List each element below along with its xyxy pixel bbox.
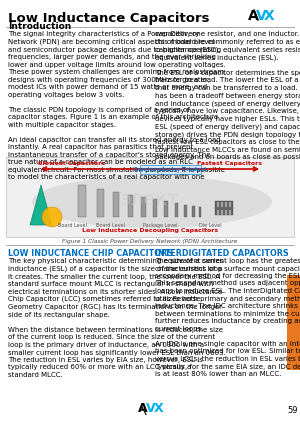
FancyBboxPatch shape [199,207,201,217]
FancyBboxPatch shape [175,203,178,217]
Text: Figure 1 Classic Power Delivery Network (PDN) Architecture: Figure 1 Classic Power Delivery Network … [62,239,238,244]
Text: V: V [146,402,156,415]
Text: LOW INDUCTANCE CHIP CAPACITORS: LOW INDUCTANCE CHIP CAPACITORS [8,249,173,258]
Polygon shape [30,185,52,225]
Text: The key physical characteristic determining equivalent series
inductance (ESL) o: The key physical characteristic determin… [8,258,226,378]
Bar [221,202,223,207]
Text: X: X [264,9,275,23]
Text: Board Level: Board Level [58,223,86,228]
Text: Fastest Capacitors: Fastest Capacitors [197,161,262,166]
Bar [229,202,231,207]
Text: Board Level: Board Level [96,223,124,228]
FancyBboxPatch shape [164,201,168,217]
Text: capacitor, one resistor, and one inductor. The RLC values in
this model are comm: capacitor, one resistor, and one inducto… [155,31,300,160]
Text: INTERDIGITATED CAPACITORS: INTERDIGITATED CAPACITORS [155,249,289,258]
Bar [287,275,300,370]
Text: Low Inductance Decoupling Capacitors: Low Inductance Decoupling Capacitors [82,228,218,233]
Text: 59: 59 [287,406,298,415]
Bar [221,210,223,215]
Text: The signal integrity characteristics of a Power Delivery
Network (PDN) are becom: The signal integrity characteristics of … [8,31,226,180]
Text: элект: элект [121,190,179,209]
Text: Semiconductor Product: Semiconductor Product [134,167,206,172]
Bar [225,210,227,215]
Bar [217,202,219,207]
Ellipse shape [32,176,272,228]
FancyBboxPatch shape [128,195,133,217]
Text: Low Inductance Capacitors: Low Inductance Capacitors [8,12,209,25]
Bar [225,202,227,207]
Text: Die Level: Die Level [199,223,221,228]
Circle shape [42,207,62,227]
Text: A: A [248,9,259,23]
FancyBboxPatch shape [6,157,294,237]
Text: Slowest Capacitors: Slowest Capacitors [38,161,105,166]
FancyBboxPatch shape [153,199,157,217]
FancyBboxPatch shape [184,205,187,217]
Text: The size of a current loop has the greatest impact on the ESL
characteristics of: The size of a current loop has the great… [155,258,300,377]
Text: V: V [256,9,267,23]
Text: X: X [154,402,164,415]
FancyBboxPatch shape [97,189,104,217]
Bar [229,210,231,215]
Text: A: A [138,402,148,415]
FancyBboxPatch shape [141,197,146,217]
FancyBboxPatch shape [140,164,200,173]
Text: Package Level: Package Level [143,223,177,228]
Text: Introduction: Introduction [8,22,71,31]
FancyBboxPatch shape [215,201,233,215]
Bar [217,210,219,215]
FancyBboxPatch shape [192,206,195,217]
FancyBboxPatch shape [78,185,86,217]
FancyBboxPatch shape [113,192,119,217]
